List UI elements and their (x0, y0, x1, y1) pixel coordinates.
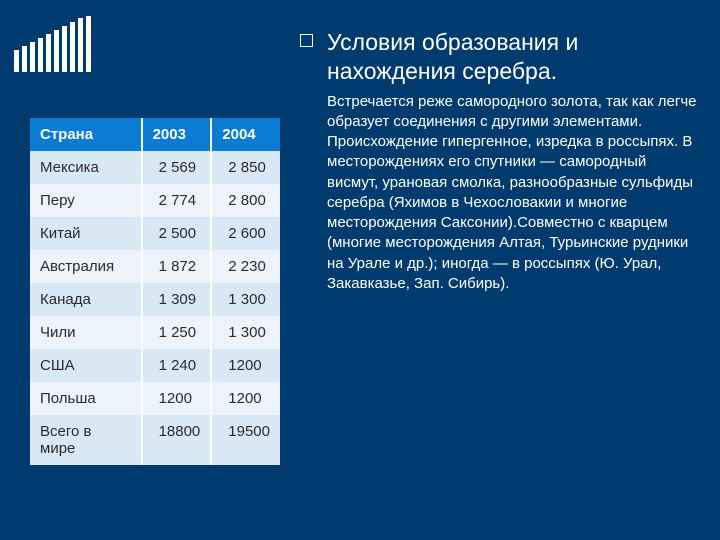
table-cell: 2 500 (142, 217, 212, 250)
table-row: Чили1 2501 300 (30, 316, 280, 349)
table-row: Австралия1 8722 230 (30, 250, 280, 283)
table-cell: 2 600 (211, 217, 280, 250)
table-row: Польша12001200 (30, 382, 280, 415)
table-cell: 1 872 (142, 250, 212, 283)
stripe (78, 18, 83, 72)
table-row: Канада1 3091 300 (30, 283, 280, 316)
stripe (22, 46, 27, 72)
stripe (38, 38, 43, 72)
stripe (14, 50, 19, 72)
table-cell: 1 250 (142, 316, 212, 349)
table-cell: 19500 (211, 415, 280, 465)
stripe (46, 34, 51, 72)
table-header-cell: Страна (30, 118, 142, 151)
stripe (62, 26, 67, 72)
table-header-cell: 2003 (142, 118, 212, 151)
table-cell: 18800 (142, 415, 212, 465)
table-cell: Канада (30, 283, 142, 316)
table-cell: 2 850 (211, 151, 280, 184)
corner-stripes (14, 16, 91, 72)
table-row: Всего в мире1880019500 (30, 415, 280, 465)
table-cell: 1 240 (142, 349, 212, 382)
table-cell: 1 300 (211, 283, 280, 316)
table-cell: Китай (30, 217, 142, 250)
table-cell: 1200 (142, 382, 212, 415)
table-row: Перу2 7742 800 (30, 184, 280, 217)
stripe (86, 16, 91, 72)
table-row: Мексика2 5692 850 (30, 151, 280, 184)
stripe (30, 42, 35, 72)
table-cell: Польша (30, 382, 142, 415)
table-row: США1 2401200 (30, 349, 280, 382)
table-header-cell: 2004 (211, 118, 280, 151)
main-text-block: Условия образования и нахождения серебра… (300, 28, 700, 294)
table-cell: Всего в мире (30, 415, 142, 465)
body-paragraph: Встречается реже самородного золота, так… (327, 92, 700, 295)
bullet-square-icon (300, 34, 313, 47)
heading: Условия образования и нахождения серебра… (327, 28, 700, 86)
table-cell: 1200 (211, 349, 280, 382)
table-cell: Чили (30, 316, 142, 349)
table-body: Мексика2 5692 850Перу2 7742 800Китай2 50… (30, 151, 280, 465)
table-cell: Перу (30, 184, 142, 217)
table-cell: США (30, 349, 142, 382)
table-row: Китай2 5002 600 (30, 217, 280, 250)
table-cell: Австралия (30, 250, 142, 283)
stripe (54, 30, 59, 72)
stripe (70, 22, 75, 72)
table-cell: 2 800 (211, 184, 280, 217)
data-table: Страна20032004 Мексика2 5692 850Перу2 77… (30, 118, 280, 465)
table-cell: 2 569 (142, 151, 212, 184)
table-cell: 1200 (211, 382, 280, 415)
table-cell: 2 230 (211, 250, 280, 283)
table-cell: Мексика (30, 151, 142, 184)
table-header-row: Страна20032004 (30, 118, 280, 151)
table-cell: 2 774 (142, 184, 212, 217)
table-cell: 1 309 (142, 283, 212, 316)
table-cell: 1 300 (211, 316, 280, 349)
